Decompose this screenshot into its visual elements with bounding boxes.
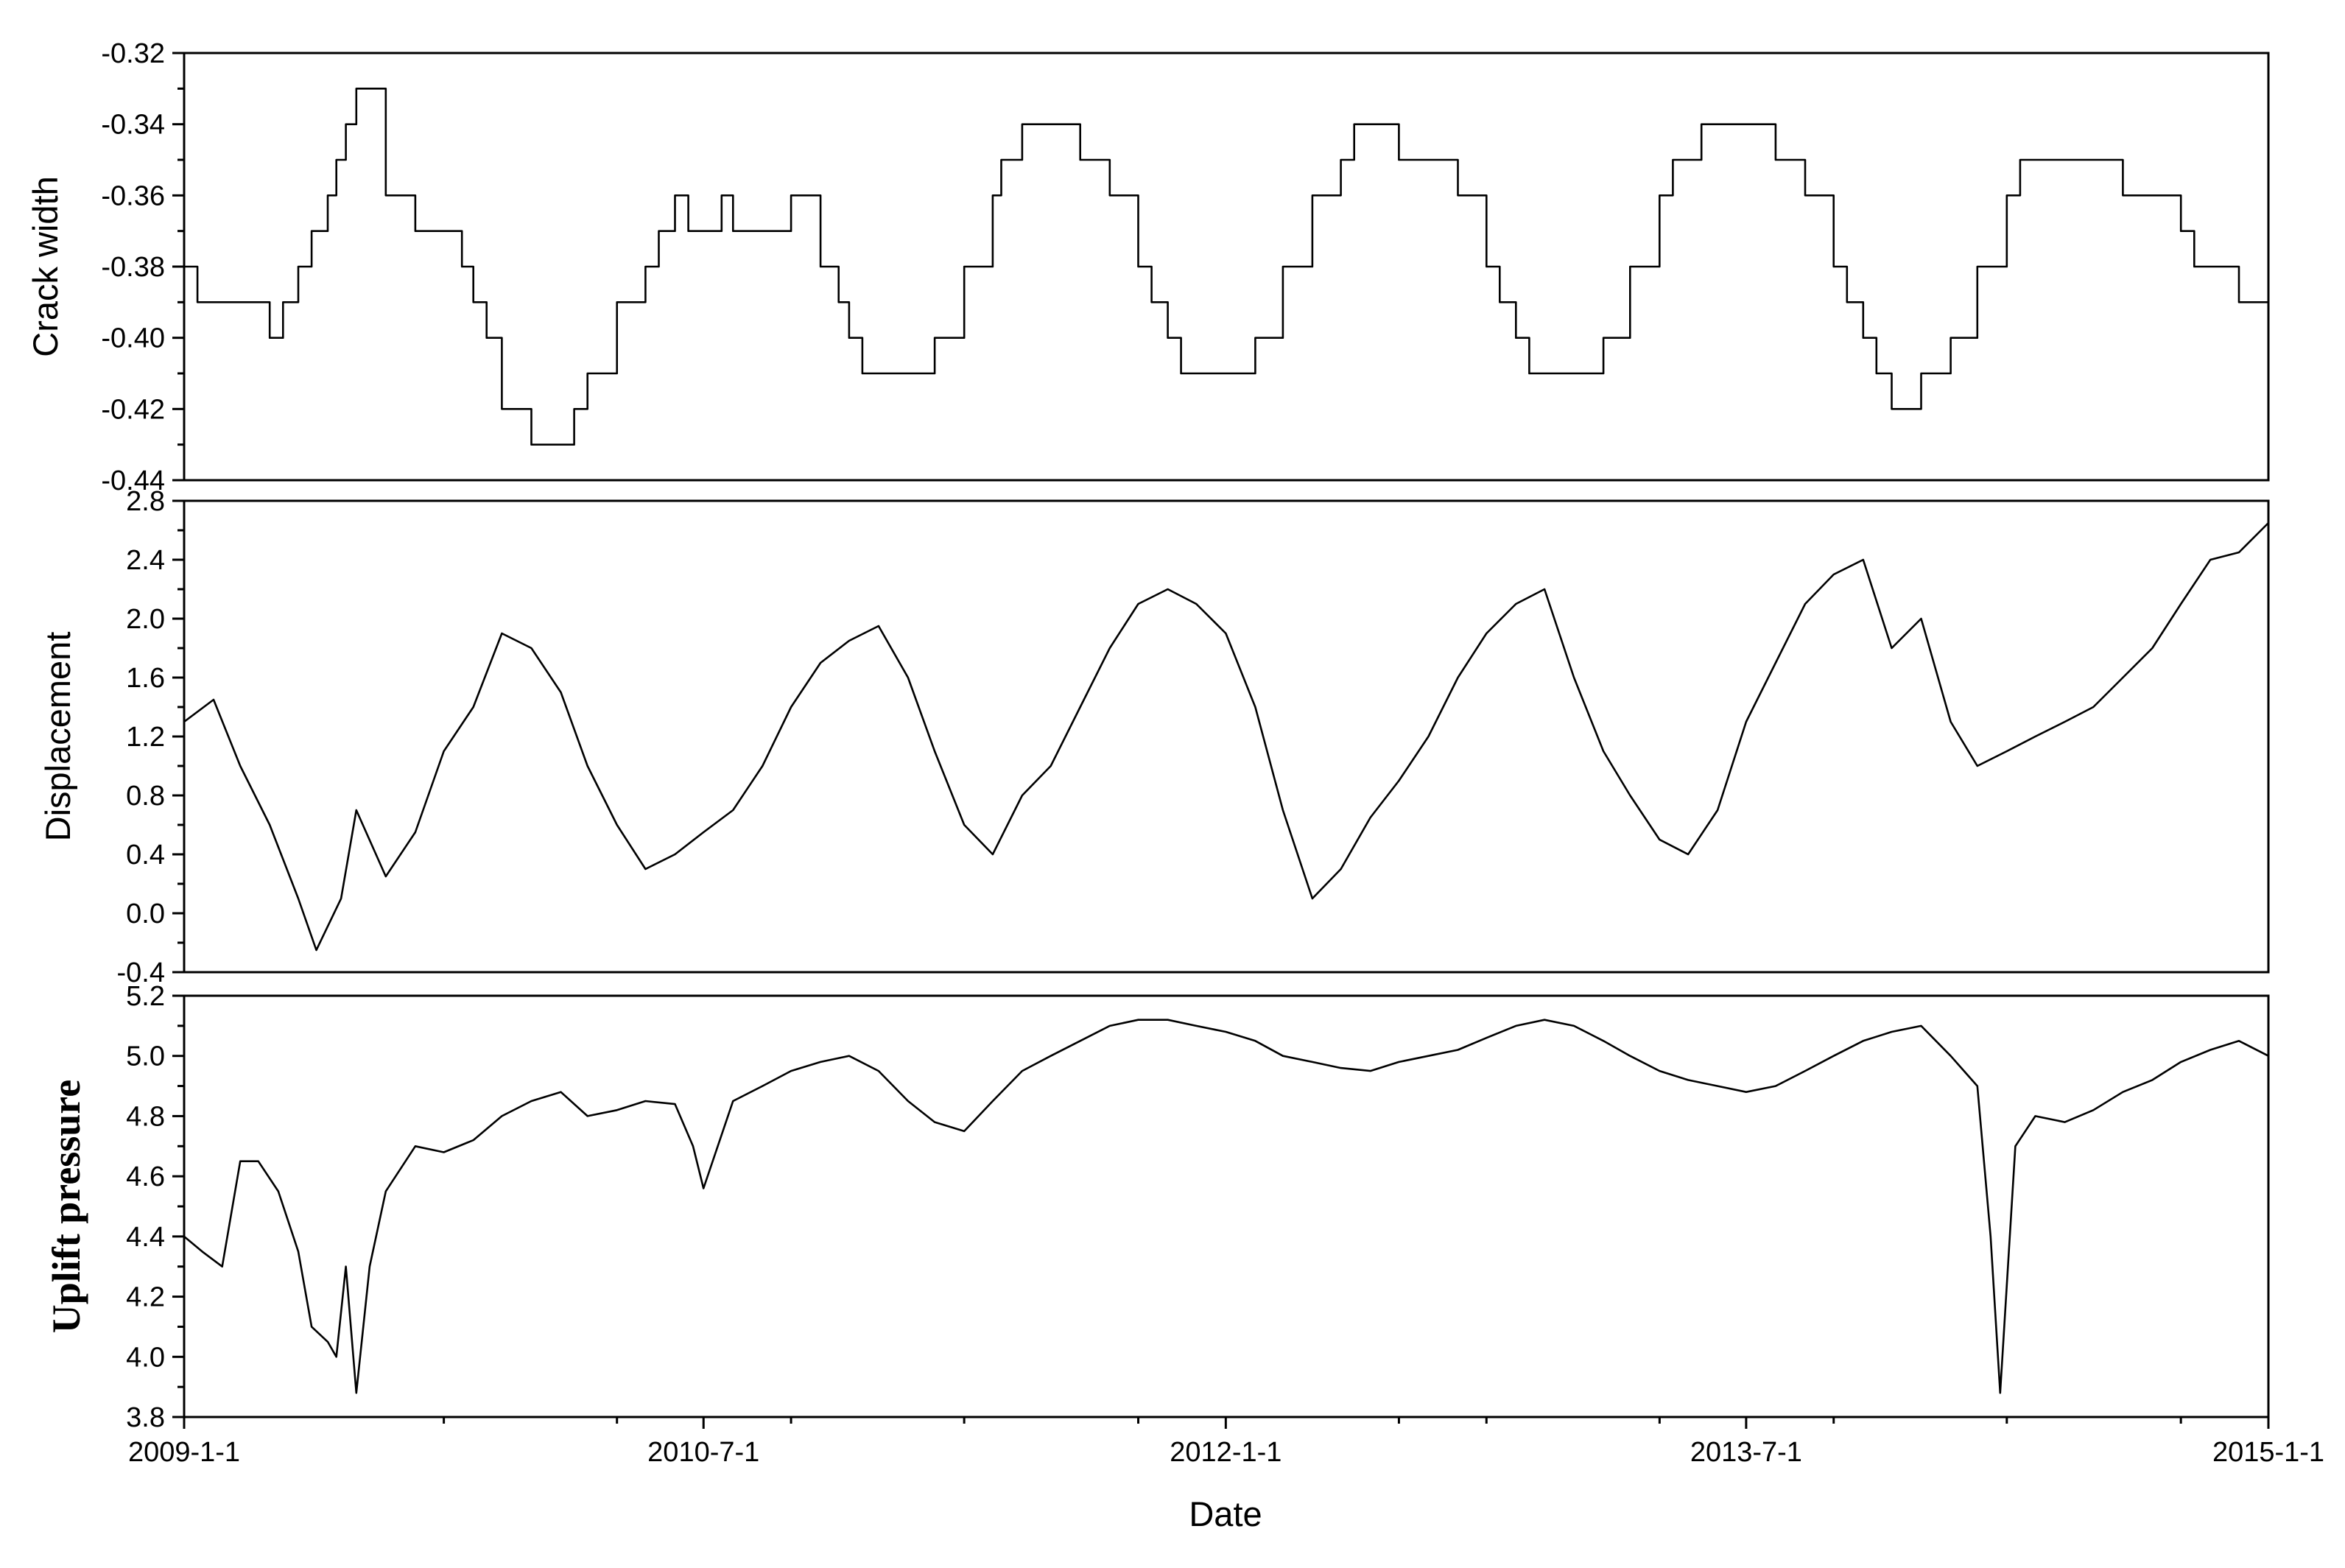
y-tick-label: -0.34 xyxy=(101,110,165,141)
series-line xyxy=(183,522,2269,952)
y-axis-title: Displacement xyxy=(38,632,77,842)
y-tick-label: -0.38 xyxy=(101,252,165,283)
plot-frame xyxy=(183,499,2270,974)
x-tick-label: 2015-1-1 xyxy=(2212,1437,2324,1468)
y-tick-label: 0.4 xyxy=(126,840,165,871)
y-axis-title: Uplift pressure xyxy=(44,1080,88,1334)
y-tick-label: 4.4 xyxy=(126,1222,165,1253)
y-tick-label: -0.32 xyxy=(101,38,165,69)
y-tick-label: 1.2 xyxy=(126,722,165,753)
y-tick-label: 0.8 xyxy=(126,781,165,812)
x-tick-label: 2013-7-1 xyxy=(1690,1437,1802,1468)
y-tick-label: -0.4 xyxy=(117,957,165,988)
y-tick-label: 0.0 xyxy=(126,899,165,929)
crack-width-panel: -0.32 -0.34 -0.36 -0.38 -0.40 -0.42 -0.44 Crack… xyxy=(26,38,2270,496)
plot-frame xyxy=(183,52,2270,482)
y-tick-label: 5.2 xyxy=(126,981,165,1012)
y-tick-label: 2.8 xyxy=(126,486,165,517)
series-line xyxy=(184,88,2270,446)
y-tick-label: -0.36 xyxy=(101,180,165,211)
y-tick-label: 1.6 xyxy=(126,663,165,694)
y-tick-label: 2.0 xyxy=(126,604,165,635)
x-tick-label: 2009-1-1 xyxy=(128,1437,240,1468)
y-tick-label: -0.44 xyxy=(101,465,165,496)
y-tick-label: -0.40 xyxy=(101,323,165,354)
series-line xyxy=(183,1019,2269,1394)
y-tick-label: -0.42 xyxy=(101,394,165,425)
y-tick-label: 4.6 xyxy=(126,1161,165,1192)
y-tick-label: 4.2 xyxy=(126,1282,165,1313)
y-tick-label: 3.8 xyxy=(126,1402,165,1433)
x-axis-title: Date xyxy=(1189,1494,1262,1533)
date-axis: 2009-1-1 2010-7-1 2012-1-1 2013-7-1 2015-1-1 xyxy=(128,1417,2324,1468)
y-tick-label: 2.4 xyxy=(126,545,165,576)
y-tick-label: 5.0 xyxy=(126,1041,165,1072)
y-tick-label: 4.0 xyxy=(126,1342,165,1373)
uplift-pressure-panel: 5.2 5.0 4.8 4.6 4.4 4.2 4.0 3.8 Uplift pressure xyxy=(44,981,2270,1433)
plot-frame xyxy=(183,994,2270,1418)
displacement-panel: 2.8 2.4 2.0 1.6 1.2 0.8 0.4 0.0 -0.4 Displacement xyxy=(38,486,2270,988)
y-axis-title: Crack width xyxy=(26,176,65,357)
x-tick-label: 2010-7-1 xyxy=(647,1437,759,1468)
x-tick-label: 2012-1-1 xyxy=(1170,1437,1282,1468)
y-tick-label: 4.8 xyxy=(126,1101,165,1132)
